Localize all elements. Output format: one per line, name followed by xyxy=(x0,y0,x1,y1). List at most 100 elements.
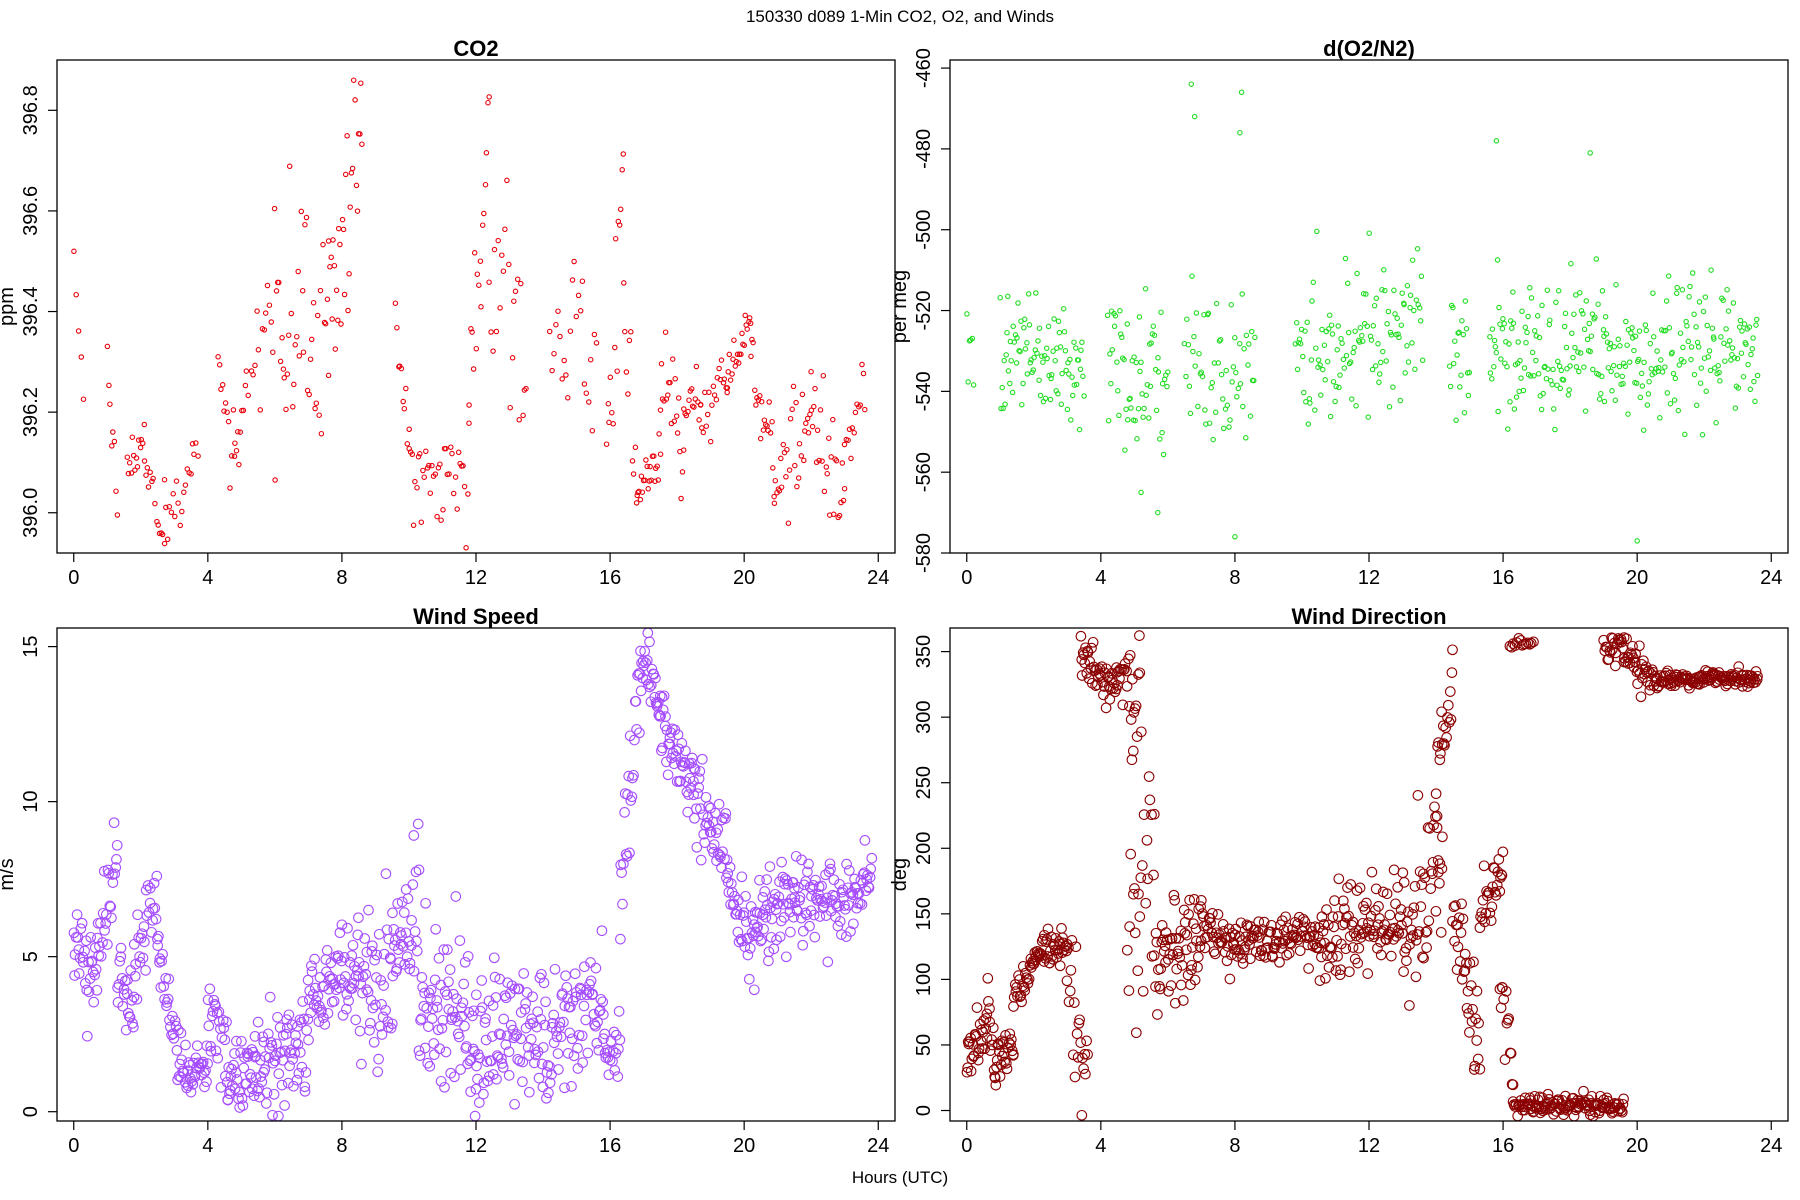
o2n2-ytick-label: -460 xyxy=(913,48,935,88)
co2-point xyxy=(306,391,312,398)
wind-speed-point xyxy=(505,1019,517,1031)
co2-point xyxy=(665,392,671,398)
o2n2-point xyxy=(1622,363,1629,370)
co2-point xyxy=(753,402,759,408)
wind-direction-point xyxy=(1375,949,1387,961)
co2-point xyxy=(780,441,787,448)
co2-point xyxy=(609,409,615,416)
o2n2-point xyxy=(1746,324,1753,330)
co2-point xyxy=(811,403,817,410)
o2n2-point xyxy=(1119,355,1126,361)
wind-direction-point xyxy=(1119,663,1130,675)
wind-direction-point xyxy=(1664,669,1676,681)
co2-point xyxy=(141,421,148,428)
wind-speed-point xyxy=(202,1058,213,1069)
wind-direction-point xyxy=(973,1043,985,1055)
co2-point xyxy=(471,250,478,256)
wind-direction-point xyxy=(1130,1027,1142,1039)
wind-direction-point xyxy=(1479,916,1491,928)
co2-point xyxy=(848,455,854,462)
co2-point xyxy=(145,484,152,490)
o2n2-point xyxy=(1183,373,1189,380)
wind-direction-point xyxy=(1461,1002,1473,1014)
wind-speed-point xyxy=(580,1014,592,1026)
wind-speed-point xyxy=(454,935,466,946)
o2n2-point xyxy=(1417,318,1424,324)
co2-point xyxy=(553,321,559,328)
o2n2-point xyxy=(1376,379,1382,386)
o2n2-point xyxy=(1215,360,1222,366)
wind-direction-point xyxy=(1578,1085,1589,1097)
o2n2-point xyxy=(1491,337,1498,344)
o2n2-point xyxy=(1495,408,1501,415)
co2-point xyxy=(612,344,618,351)
wind-direction-point xyxy=(1397,928,1408,939)
wind-speed-point xyxy=(566,1081,577,1092)
wind-speed-point xyxy=(446,1012,458,1023)
co2-point xyxy=(801,457,807,464)
o2n2-xtick-label: 12 xyxy=(1358,567,1380,589)
co2-point xyxy=(314,312,321,319)
wind-speed-point xyxy=(703,820,715,831)
co2-point xyxy=(657,451,664,457)
wind-direction-point xyxy=(1469,1060,1481,1072)
wind-speed-point xyxy=(717,846,728,858)
wind-direction-point xyxy=(1457,913,1469,925)
wind-direction-point xyxy=(1075,1037,1087,1048)
wind-direction-point xyxy=(1086,642,1097,654)
co2-point xyxy=(824,470,830,477)
wind-speed-point xyxy=(105,901,117,913)
o2n2-point xyxy=(1748,351,1754,358)
o2n2-point xyxy=(1634,538,1640,544)
o2n2-point xyxy=(1580,311,1586,317)
co2-point xyxy=(392,300,399,306)
wind-speed-point xyxy=(640,657,651,669)
co2-point xyxy=(862,406,868,413)
co2-point xyxy=(469,329,475,335)
co2-xtick-label: 24 xyxy=(867,567,889,589)
wind-direction-point xyxy=(1323,962,1335,973)
co2-point xyxy=(272,477,278,483)
o2n2-point xyxy=(1373,295,1380,302)
wind-speed-point xyxy=(331,984,342,996)
co2-point xyxy=(243,368,250,374)
co2-point xyxy=(349,165,356,172)
o2n2-point xyxy=(1726,338,1733,344)
co2-point xyxy=(731,337,737,343)
o2n2-point xyxy=(1529,349,1536,356)
co2-point xyxy=(749,336,755,343)
o2n2-point xyxy=(1301,389,1307,396)
o2n2-point xyxy=(1159,429,1165,436)
wind-direction-point xyxy=(1121,680,1133,692)
wind-speed-point xyxy=(458,978,470,990)
co2-point xyxy=(281,375,287,381)
wind-speed-point xyxy=(688,775,699,787)
co2-point xyxy=(735,360,742,366)
co2-point xyxy=(581,381,588,387)
wind-speed-point xyxy=(689,763,701,775)
o2n2-point xyxy=(1022,346,1029,352)
co2-point xyxy=(481,210,487,217)
co2-point xyxy=(109,443,115,449)
o2n2-point xyxy=(1013,360,1020,366)
co2-point xyxy=(495,237,501,244)
wind-direction-point xyxy=(1134,630,1145,641)
wind-speed-point xyxy=(126,994,138,1006)
co2-point xyxy=(506,261,512,268)
wind-speed-point xyxy=(360,968,372,980)
wind-speed-point xyxy=(347,939,359,951)
o2n2-point xyxy=(1506,341,1512,347)
wind-direction-point xyxy=(1404,1000,1415,1011)
o2n2-point xyxy=(1009,389,1016,396)
o2n2-point xyxy=(1550,406,1557,412)
wind-speed-xtick-label: 24 xyxy=(867,1135,889,1157)
wind-direction-point xyxy=(1019,985,1031,996)
o2n2-point xyxy=(1575,349,1581,355)
co2-point xyxy=(593,340,600,346)
o2n2-point xyxy=(1245,362,1251,368)
wind-direction-point xyxy=(1354,882,1366,894)
wind-speed-point xyxy=(297,996,309,1007)
o2n2-point xyxy=(1450,304,1456,311)
o2n2-point xyxy=(1711,336,1717,342)
